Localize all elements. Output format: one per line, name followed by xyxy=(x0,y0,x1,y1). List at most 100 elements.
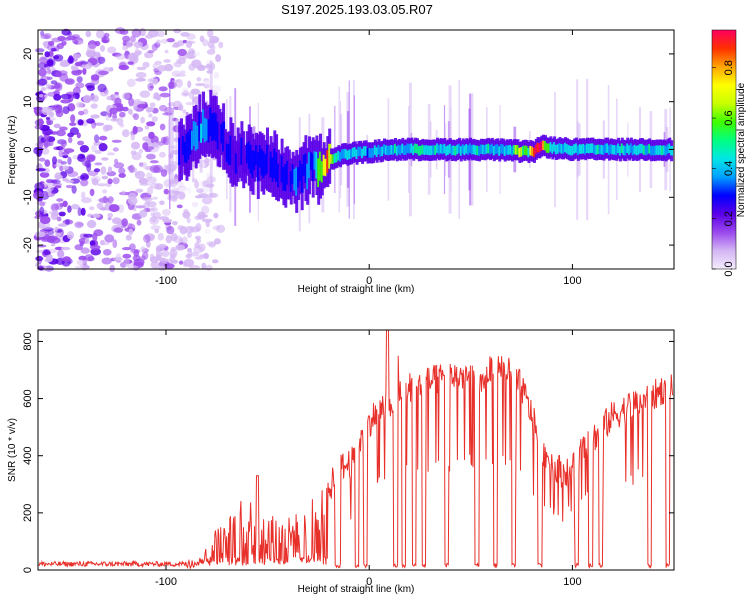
y-tick-label: 0 xyxy=(22,567,34,573)
ridge-core xyxy=(615,145,619,155)
ridge-core xyxy=(326,150,330,173)
noise-blob xyxy=(140,116,146,124)
x-tick-label: 100 xyxy=(563,576,581,588)
noise-blob xyxy=(215,54,222,62)
ridge-core xyxy=(331,154,335,164)
ridge-core xyxy=(302,154,306,176)
noise-blob xyxy=(75,82,85,89)
ridge-core xyxy=(253,150,257,170)
ridge-core xyxy=(428,145,432,156)
ridge-core xyxy=(278,165,282,186)
ridge-core xyxy=(183,142,187,163)
ridge-core xyxy=(567,145,571,155)
noise-blob xyxy=(38,56,48,64)
noise-blob xyxy=(67,171,79,178)
noise-blob xyxy=(169,248,178,258)
noise-blob xyxy=(60,93,72,100)
noise-blob xyxy=(55,246,63,250)
noise-blob xyxy=(56,129,66,137)
ridge-core xyxy=(242,146,246,173)
colorbar-frame xyxy=(711,29,737,270)
ridge-core xyxy=(200,123,204,143)
noise-blob xyxy=(89,206,95,211)
noise-blob xyxy=(52,55,60,60)
snr-y-title: SNR (10 * v/v) xyxy=(7,418,18,482)
noise-blob xyxy=(211,37,218,44)
noise-blob xyxy=(67,31,72,37)
colorbar-tick-label: 0.4 xyxy=(723,161,735,176)
noise-blob xyxy=(142,61,150,68)
ridge-core xyxy=(346,150,350,160)
noise-blob xyxy=(204,228,211,234)
noise-blob xyxy=(201,196,213,205)
ridge-core xyxy=(617,143,621,154)
noise-blob xyxy=(160,136,167,144)
ridge-core xyxy=(384,145,388,155)
ridge-core xyxy=(225,143,229,162)
ridge-core xyxy=(353,147,357,157)
ridge-core xyxy=(308,152,311,179)
noise-blob xyxy=(203,252,210,260)
ridge-core xyxy=(489,144,493,155)
noise-blob xyxy=(180,70,186,75)
noise-blob xyxy=(35,168,46,172)
ridge-core xyxy=(580,144,584,154)
ridge-core xyxy=(441,144,445,155)
ridge-core xyxy=(628,145,632,155)
noise-blob xyxy=(107,46,117,54)
noise-blob xyxy=(119,111,126,118)
noise-blob xyxy=(43,249,51,256)
colorbar-tick-label: 0.6 xyxy=(723,110,735,125)
noise-blob xyxy=(84,237,90,244)
noise-blob xyxy=(56,198,64,202)
ridge-core xyxy=(558,142,562,153)
noise-blob xyxy=(137,103,149,109)
noise-blob xyxy=(54,83,61,89)
ridge-core xyxy=(589,143,593,153)
noise-blob xyxy=(182,109,187,114)
noise-blob xyxy=(125,234,132,241)
noise-blob xyxy=(76,259,86,266)
ridge-core xyxy=(474,145,478,155)
ridge-core xyxy=(666,144,670,155)
noise-blob xyxy=(62,165,69,170)
noise-blob xyxy=(115,53,126,60)
noise-blob xyxy=(81,197,92,204)
ridge-core xyxy=(514,145,518,155)
ridge-core xyxy=(233,149,237,172)
noise-blob xyxy=(44,159,51,167)
noise-blob xyxy=(93,122,105,126)
noise-blob xyxy=(114,27,126,34)
noise-blob xyxy=(133,41,143,48)
noise-blob xyxy=(112,52,122,57)
noise-blob xyxy=(160,38,168,44)
noise-blob xyxy=(104,234,115,243)
noise-blob xyxy=(84,160,92,168)
noise-blob xyxy=(202,80,211,85)
noise-blob xyxy=(90,175,101,183)
ridge-core xyxy=(415,144,419,154)
ridge-core xyxy=(456,144,460,155)
noise-blob xyxy=(115,253,121,261)
noise-blob xyxy=(65,219,70,225)
ridge-core xyxy=(538,143,542,153)
noise-blob xyxy=(186,33,196,40)
ridge-core xyxy=(383,144,386,154)
colorbar-tick-label: 0.8 xyxy=(723,60,735,75)
noise-blob xyxy=(80,179,89,187)
noise-blob xyxy=(35,255,44,262)
ridge-core xyxy=(192,121,196,146)
ridge-core xyxy=(388,145,392,155)
ridge-core xyxy=(644,145,648,156)
noise-blob xyxy=(106,152,115,156)
noise-blob xyxy=(93,229,104,237)
ridge-core xyxy=(511,146,514,156)
ridge-core xyxy=(584,145,588,155)
ridge-core xyxy=(598,144,602,155)
noise-blob xyxy=(98,197,110,204)
ridge-core xyxy=(487,143,491,154)
noise-blob xyxy=(132,125,138,135)
ridge-core xyxy=(500,144,504,154)
ridge-core xyxy=(523,145,527,155)
noise-blob xyxy=(163,59,171,63)
